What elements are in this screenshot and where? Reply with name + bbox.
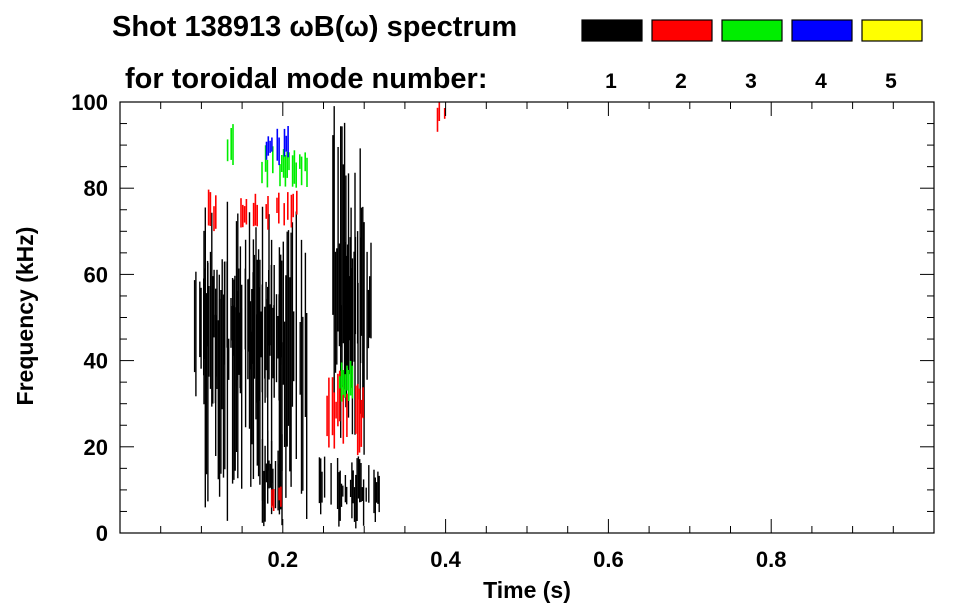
x-tick-label-0.2: 0.2	[268, 547, 299, 572]
y-tick-label-100: 100	[71, 90, 108, 115]
legend-label-4: 4	[815, 70, 827, 93]
legend-label-1: 1	[605, 70, 617, 93]
x-tick-label-0.6: 0.6	[593, 547, 624, 572]
series-1-region-1	[203, 201, 308, 521]
series-1-region-3	[318, 456, 380, 529]
series-4-region-0	[265, 126, 289, 166]
series-1-region-2	[261, 430, 283, 527]
x-tick-label-0.8: 0.8	[756, 547, 787, 572]
legend-swatch-5	[861, 19, 923, 42]
legend-swatch-3	[721, 19, 783, 42]
y-tick-label-0: 0	[96, 521, 108, 546]
series-2-region-3	[436, 102, 446, 132]
legend-swatch-4	[791, 19, 853, 42]
y-tick-label-40: 40	[84, 349, 108, 374]
series-2-region-0	[207, 189, 298, 232]
series-3-region-1	[226, 124, 234, 165]
legend-label-3: 3	[745, 70, 757, 93]
legend-swatch-2	[651, 19, 713, 42]
series-3-region-0	[261, 145, 308, 188]
legend-label-2: 2	[675, 70, 687, 93]
series-3-region-2	[338, 360, 354, 402]
x-tick-label-0.4: 0.4	[430, 547, 461, 572]
y-tick-label-80: 80	[84, 176, 108, 201]
spectrum-regions	[193, 102, 446, 529]
chart-subtitle: for toroidal mode number:	[125, 63, 488, 95]
axes: 0 20 40 60 80 100 0.2 0.4 0.6 0.8	[71, 90, 935, 572]
series-2-region-2	[271, 486, 282, 511]
legend: 1 2 3 4 5	[581, 19, 923, 93]
y-tick-label-20: 20	[84, 435, 108, 460]
y-tick-label-60: 60	[84, 262, 108, 287]
chart-title: Shot 138913 ωB(ω) spectrum	[112, 11, 517, 43]
legend-swatch-1	[581, 19, 643, 42]
legend-label-5: 5	[885, 70, 897, 93]
x-axis-label: Time (s)	[483, 577, 571, 603]
y-axis-label: Frequency (kHz)	[12, 227, 38, 406]
